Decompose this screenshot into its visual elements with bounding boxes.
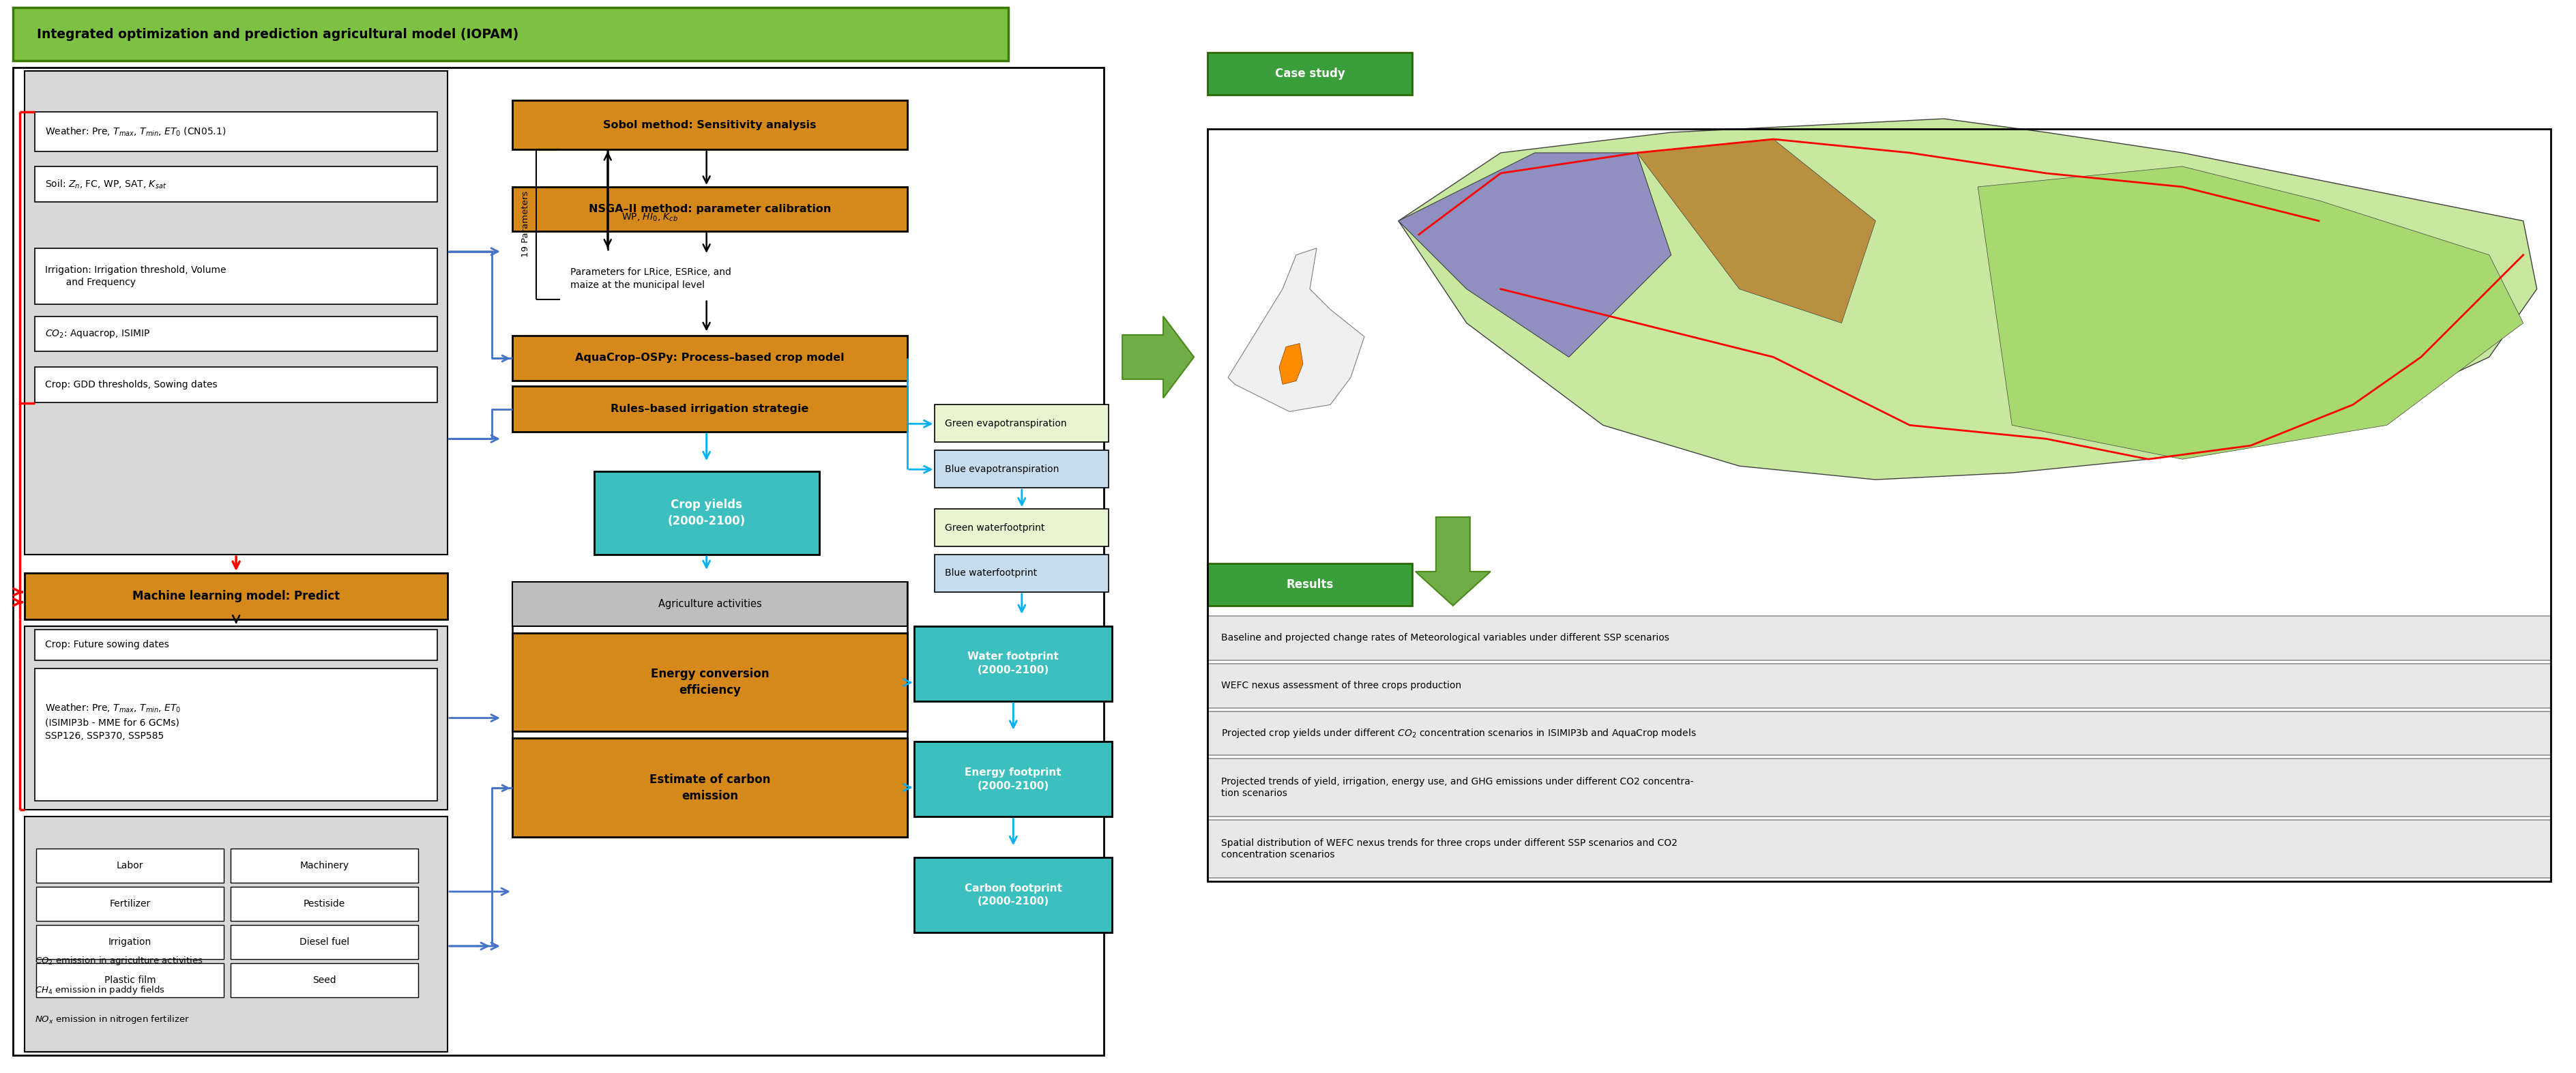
Text: Spatial distribution of WEFC nexus trends for three crops under different SSP sc: Spatial distribution of WEFC nexus trend… <box>1221 838 1677 859</box>
Polygon shape <box>1636 139 1875 323</box>
FancyBboxPatch shape <box>1208 105 2550 506</box>
FancyBboxPatch shape <box>36 925 224 959</box>
FancyBboxPatch shape <box>1208 53 1412 94</box>
Text: Irrigation: Irrigation threshold, Volume
       and Frequency: Irrigation: Irrigation threshold, Volume… <box>46 265 227 286</box>
Text: Agriculture activities: Agriculture activities <box>657 599 762 609</box>
FancyArrow shape <box>1414 517 1492 605</box>
FancyBboxPatch shape <box>232 964 417 997</box>
Text: Integrated optimization and prediction agricultural model (IOPAM): Integrated optimization and prediction a… <box>36 28 518 41</box>
Text: Projected crop yields under different $CO_2$ concentration scenarios in ISIMIP3b: Projected crop yields under different $C… <box>1221 727 1698 739</box>
FancyBboxPatch shape <box>914 741 1113 817</box>
Text: Crop yields
(2000-2100): Crop yields (2000-2100) <box>667 499 744 527</box>
FancyBboxPatch shape <box>232 925 417 959</box>
Text: Weather: Pre, $T_{max}$, $T_{min}$, $ET_0$ (CN05.1): Weather: Pre, $T_{max}$, $T_{min}$, $ET_… <box>46 126 227 137</box>
FancyBboxPatch shape <box>26 626 448 810</box>
FancyArrow shape <box>1123 317 1193 398</box>
Text: Blue waterfootprint: Blue waterfootprint <box>945 569 1038 578</box>
Text: Rules–based irrigation strategie: Rules–based irrigation strategie <box>611 405 809 414</box>
Polygon shape <box>1399 119 2537 480</box>
FancyBboxPatch shape <box>36 317 438 352</box>
FancyBboxPatch shape <box>513 101 907 149</box>
FancyBboxPatch shape <box>36 964 224 997</box>
Text: Labor: Labor <box>116 861 144 870</box>
Text: Diesel fuel: Diesel fuel <box>299 937 350 946</box>
FancyBboxPatch shape <box>26 71 448 555</box>
Text: Crop: Future sowing dates: Crop: Future sowing dates <box>46 640 170 649</box>
FancyBboxPatch shape <box>26 817 448 1052</box>
Text: Weather: Pre, $T_{max}$, $T_{min}$, $ET_0$
(ISIMIP3b - MME for 6 GCMs)
SSP126, S: Weather: Pre, $T_{max}$, $T_{min}$, $ET_… <box>46 702 180 740</box>
Text: Machinery: Machinery <box>299 861 348 870</box>
Text: WP, $HI_0$, $K_{cb}$: WP, $HI_0$, $K_{cb}$ <box>621 211 677 223</box>
FancyBboxPatch shape <box>513 335 907 381</box>
Text: $CH_4$ emission in paddy fields: $CH_4$ emission in paddy fields <box>36 984 165 996</box>
FancyBboxPatch shape <box>36 248 438 304</box>
Polygon shape <box>1399 152 1672 357</box>
FancyBboxPatch shape <box>595 471 819 555</box>
Text: Plastic film: Plastic film <box>106 975 157 985</box>
Text: Pestiside: Pestiside <box>304 899 345 909</box>
FancyBboxPatch shape <box>36 668 438 802</box>
Text: Water footprint
(2000-2100): Water footprint (2000-2100) <box>969 651 1059 675</box>
Text: Case study: Case study <box>1275 68 1345 80</box>
Text: Seed: Seed <box>312 975 337 985</box>
Text: Soil: $Z_n$, FC, WP, SAT, $K_{sat}$: Soil: $Z_n$, FC, WP, SAT, $K_{sat}$ <box>46 178 167 190</box>
Text: Results: Results <box>1285 578 1334 590</box>
FancyBboxPatch shape <box>36 849 224 883</box>
FancyBboxPatch shape <box>36 887 224 921</box>
Text: Green waterfootprint: Green waterfootprint <box>945 523 1046 532</box>
Polygon shape <box>1229 248 1365 412</box>
Text: AquaCrop–OSPy: Process–based crop model: AquaCrop–OSPy: Process–based crop model <box>574 353 845 364</box>
Text: 19 Parameters: 19 Parameters <box>520 191 531 258</box>
Text: Irrigation: Irrigation <box>108 937 152 946</box>
FancyBboxPatch shape <box>914 626 1113 701</box>
Text: Sobol method: Sensitivity analysis: Sobol method: Sensitivity analysis <box>603 120 817 130</box>
Text: Green evapotranspiration: Green evapotranspiration <box>945 418 1066 428</box>
Text: WEFC nexus assessment of three crops production: WEFC nexus assessment of three crops pro… <box>1221 681 1461 690</box>
FancyBboxPatch shape <box>36 630 438 660</box>
Text: Crop: GDD thresholds, Sowing dates: Crop: GDD thresholds, Sowing dates <box>46 380 216 389</box>
FancyBboxPatch shape <box>1208 663 2550 708</box>
Polygon shape <box>1978 166 2524 459</box>
FancyBboxPatch shape <box>1208 616 2550 660</box>
FancyBboxPatch shape <box>1208 711 2550 755</box>
FancyBboxPatch shape <box>513 582 907 626</box>
Text: Blue evapotranspiration: Blue evapotranspiration <box>945 465 1059 474</box>
Text: Parameters for LRice, ESRice, and
maize at the municipal level: Parameters for LRice, ESRice, and maize … <box>569 268 732 290</box>
FancyBboxPatch shape <box>26 573 448 619</box>
Text: $CO_2$: Aquacrop, ISIMIP: $CO_2$: Aquacrop, ISIMIP <box>46 328 149 340</box>
FancyBboxPatch shape <box>935 405 1108 442</box>
FancyBboxPatch shape <box>36 367 438 402</box>
FancyBboxPatch shape <box>36 112 438 151</box>
FancyBboxPatch shape <box>935 451 1108 488</box>
FancyBboxPatch shape <box>232 887 417 921</box>
Text: Fertilizer: Fertilizer <box>111 899 149 909</box>
Text: Baseline and projected change rates of Meteorological variables under different : Baseline and projected change rates of M… <box>1221 633 1669 643</box>
FancyBboxPatch shape <box>513 187 907 231</box>
FancyBboxPatch shape <box>935 555 1108 592</box>
FancyBboxPatch shape <box>513 738 907 837</box>
FancyBboxPatch shape <box>13 8 1007 61</box>
FancyBboxPatch shape <box>513 386 907 432</box>
Text: $CO_2$ emission in agriculture activities: $CO_2$ emission in agriculture activitie… <box>36 955 204 967</box>
FancyBboxPatch shape <box>36 166 438 202</box>
Text: Carbon footprint
(2000-2100): Carbon footprint (2000-2100) <box>963 883 1061 907</box>
Text: NSGA–II method: parameter calibration: NSGA–II method: parameter calibration <box>590 204 832 215</box>
Text: Projected trends of yield, irrigation, energy use, and GHG emissions under diffe: Projected trends of yield, irrigation, e… <box>1221 777 1692 798</box>
FancyBboxPatch shape <box>1208 820 2550 878</box>
Text: Estimate of carbon
emission: Estimate of carbon emission <box>649 774 770 802</box>
FancyBboxPatch shape <box>935 509 1108 546</box>
FancyBboxPatch shape <box>1208 759 2550 817</box>
FancyBboxPatch shape <box>914 857 1113 932</box>
FancyBboxPatch shape <box>513 633 907 732</box>
Text: $NO_x$ emission in nitrogen fertilizer: $NO_x$ emission in nitrogen fertilizer <box>36 1014 191 1025</box>
FancyBboxPatch shape <box>1208 563 1412 605</box>
Text: Energy footprint
(2000-2100): Energy footprint (2000-2100) <box>966 767 1061 791</box>
Text: Energy conversion
efficiency: Energy conversion efficiency <box>652 668 770 696</box>
Text: Machine learning model: Predict: Machine learning model: Predict <box>131 590 340 602</box>
Polygon shape <box>1280 343 1303 384</box>
FancyBboxPatch shape <box>232 849 417 883</box>
